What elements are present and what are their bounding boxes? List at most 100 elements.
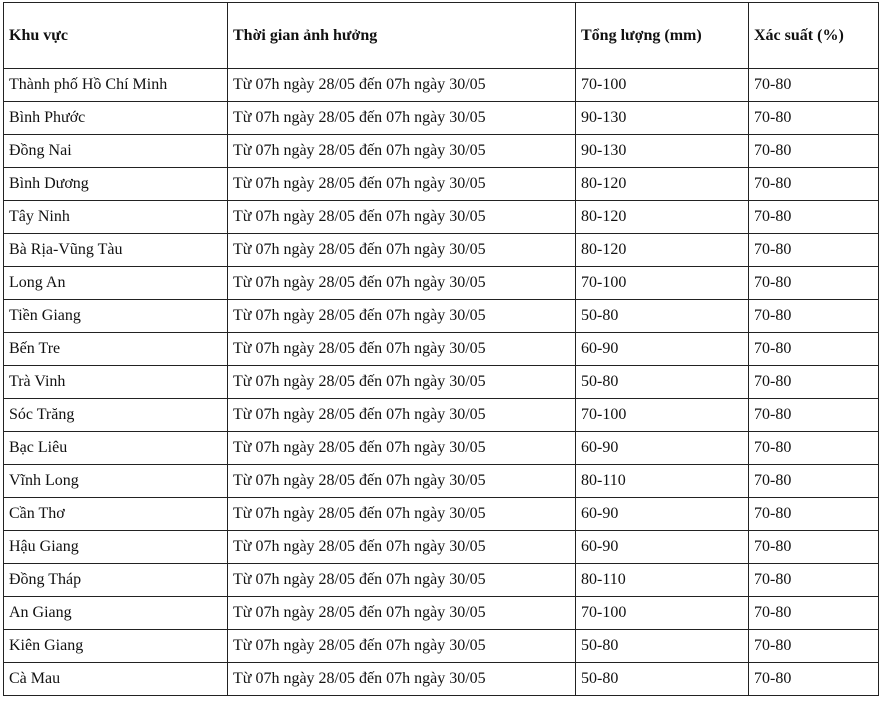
- total-cell: 50-80: [575, 365, 749, 399]
- total-cell: 60-90: [575, 431, 749, 465]
- header-total: Tổng lượng (mm): [575, 2, 749, 69]
- region-cell: Tây Ninh: [3, 200, 228, 234]
- table-row: Kiên Giang Từ 07h ngày 28/05 đến 07h ngày…: [3, 629, 879, 663]
- table-row: Bình Dương Từ 07h ngày 28/05 đến 07h ngày…: [3, 167, 879, 201]
- probability-cell: 70-80: [748, 662, 879, 696]
- time-cell: Từ 07h ngày 28/05 đến 07h ngày 30/05: [227, 563, 576, 597]
- region-cell: Tiền Giang: [3, 299, 228, 333]
- probability-cell: 70-80: [748, 563, 879, 597]
- time-cell: Từ 07h ngày 28/05 đến 07h ngày 30/05: [227, 299, 576, 333]
- header-time: Thời gian ảnh hưởng: [227, 2, 576, 69]
- rainfall-table: Khu vực Thời gian ảnh hưởng Tổng lượng (…: [3, 2, 879, 696]
- total-cell: 60-90: [575, 530, 749, 564]
- table-row: Bình Phước Từ 07h ngày 28/05 đến 07h ngày…: [3, 101, 879, 135]
- time-cell: Từ 07h ngày 28/05 đến 07h ngày 30/05: [227, 167, 576, 201]
- region-cell: Đồng Nai: [3, 134, 228, 168]
- table-row: An Giang Từ 07h ngày 28/05 đến 07h ngày 3…: [3, 596, 879, 630]
- total-cell: 80-120: [575, 233, 749, 267]
- time-cell: Từ 07h ngày 28/05 đến 07h ngày 30/05: [227, 200, 576, 234]
- header-row: Khu vực Thời gian ảnh hưởng Tổng lượng (…: [3, 2, 879, 69]
- total-cell: 80-110: [575, 563, 749, 597]
- table-row: Bà Rịa-Vũng Tàu Từ 07h ngày 28/05 đến 07h…: [3, 233, 879, 267]
- region-cell: Vĩnh Long: [3, 464, 228, 498]
- probability-cell: 70-80: [748, 266, 879, 300]
- total-cell: 90-130: [575, 134, 749, 168]
- time-cell: Từ 07h ngày 28/05 đến 07h ngày 30/05: [227, 629, 576, 663]
- region-cell: Đồng Tháp: [3, 563, 228, 597]
- region-cell: Bà Rịa-Vũng Tàu: [3, 233, 228, 267]
- total-cell: 80-120: [575, 200, 749, 234]
- probability-cell: 70-80: [748, 497, 879, 531]
- region-cell: Bạc Liêu: [3, 431, 228, 465]
- time-cell: Từ 07h ngày 28/05 đến 07h ngày 30/05: [227, 464, 576, 498]
- region-cell: Hậu Giang: [3, 530, 228, 564]
- table-row: Cà Mau Từ 07h ngày 28/05 đến 07h ngày 30/…: [3, 662, 879, 696]
- region-cell: Bình Dương: [3, 167, 228, 201]
- header-region: Khu vực: [3, 2, 228, 69]
- time-cell: Từ 07h ngày 28/05 đến 07h ngày 30/05: [227, 497, 576, 531]
- total-cell: 70-100: [575, 68, 749, 102]
- probability-cell: 70-80: [748, 101, 879, 135]
- probability-cell: 70-80: [748, 365, 879, 399]
- time-cell: Từ 07h ngày 28/05 đến 07h ngày 30/05: [227, 662, 576, 696]
- total-cell: 80-110: [575, 464, 749, 498]
- table-row: Bạc Liêu Từ 07h ngày 28/05 đến 07h ngày 3…: [3, 431, 879, 465]
- probability-cell: 70-80: [748, 431, 879, 465]
- table-row: Đồng Tháp Từ 07h ngày 28/05 đến 07h ngày …: [3, 563, 879, 597]
- time-cell: Từ 07h ngày 28/05 đến 07h ngày 30/05: [227, 365, 576, 399]
- total-cell: 70-100: [575, 266, 749, 300]
- table-row: Sóc Trăng Từ 07h ngày 28/05 đến 07h ngày …: [3, 398, 879, 432]
- probability-cell: 70-80: [748, 68, 879, 102]
- table-row: Bến Tre Từ 07h ngày 28/05 đến 07h ngày 30…: [3, 332, 879, 366]
- region-cell: An Giang: [3, 596, 228, 630]
- header-probability: Xác suất (%): [748, 2, 879, 69]
- probability-cell: 70-80: [748, 530, 879, 564]
- table-row: Tiền Giang Từ 07h ngày 28/05 đến 07h ngày…: [3, 299, 879, 333]
- time-cell: Từ 07h ngày 28/05 đến 07h ngày 30/05: [227, 101, 576, 135]
- probability-cell: 70-80: [748, 299, 879, 333]
- region-cell: Kiên Giang: [3, 629, 228, 663]
- time-cell: Từ 07h ngày 28/05 đến 07h ngày 30/05: [227, 332, 576, 366]
- probability-cell: 70-80: [748, 134, 879, 168]
- total-cell: 70-100: [575, 398, 749, 432]
- table-row: Tây Ninh Từ 07h ngày 28/05 đến 07h ngày 3…: [3, 200, 879, 234]
- region-cell: Thành phố Hồ Chí Minh: [3, 68, 228, 102]
- region-cell: Trà Vinh: [3, 365, 228, 399]
- total-cell: 90-130: [575, 101, 749, 135]
- probability-cell: 70-80: [748, 332, 879, 366]
- probability-cell: 70-80: [748, 596, 879, 630]
- table-row: Long An Từ 07h ngày 28/05 đến 07h ngày 30…: [3, 266, 879, 300]
- table-row: Cần Thơ Từ 07h ngày 28/05 đến 07h ngày 30…: [3, 497, 879, 531]
- probability-cell: 70-80: [748, 233, 879, 267]
- table-row: Vĩnh Long Từ 07h ngày 28/05 đến 07h ngày …: [3, 464, 879, 498]
- total-cell: 80-120: [575, 167, 749, 201]
- table-row: Thành phố Hồ Chí Minh Từ 07h ngày 28/05 đ…: [3, 68, 879, 102]
- total-cell: 60-90: [575, 332, 749, 366]
- region-cell: Bình Phước: [3, 101, 228, 135]
- probability-cell: 70-80: [748, 167, 879, 201]
- probability-cell: 70-80: [748, 200, 879, 234]
- region-cell: Bến Tre: [3, 332, 228, 366]
- probability-cell: 70-80: [748, 629, 879, 663]
- time-cell: Từ 07h ngày 28/05 đến 07h ngày 30/05: [227, 134, 576, 168]
- total-cell: 50-80: [575, 662, 749, 696]
- total-cell: 60-90: [575, 497, 749, 531]
- time-cell: Từ 07h ngày 28/05 đến 07h ngày 30/05: [227, 596, 576, 630]
- time-cell: Từ 07h ngày 28/05 đến 07h ngày 30/05: [227, 233, 576, 267]
- time-cell: Từ 07h ngày 28/05 đến 07h ngày 30/05: [227, 530, 576, 564]
- region-cell: Cà Mau: [3, 662, 228, 696]
- probability-cell: 70-80: [748, 398, 879, 432]
- time-cell: Từ 07h ngày 28/05 đến 07h ngày 30/05: [227, 431, 576, 465]
- region-cell: Cần Thơ: [3, 497, 228, 531]
- region-cell: Long An: [3, 266, 228, 300]
- total-cell: 50-80: [575, 299, 749, 333]
- time-cell: Từ 07h ngày 28/05 đến 07h ngày 30/05: [227, 266, 576, 300]
- table-row: Trà Vinh Từ 07h ngày 28/05 đến 07h ngày 3…: [3, 365, 879, 399]
- region-cell: Sóc Trăng: [3, 398, 228, 432]
- table-row: Đồng Nai Từ 07h ngày 28/05 đến 07h ngày 3…: [3, 134, 879, 168]
- time-cell: Từ 07h ngày 28/05 đến 07h ngày 30/05: [227, 68, 576, 102]
- time-cell: Từ 07h ngày 28/05 đến 07h ngày 30/05: [227, 398, 576, 432]
- total-cell: 70-100: [575, 596, 749, 630]
- probability-cell: 70-80: [748, 464, 879, 498]
- total-cell: 50-80: [575, 629, 749, 663]
